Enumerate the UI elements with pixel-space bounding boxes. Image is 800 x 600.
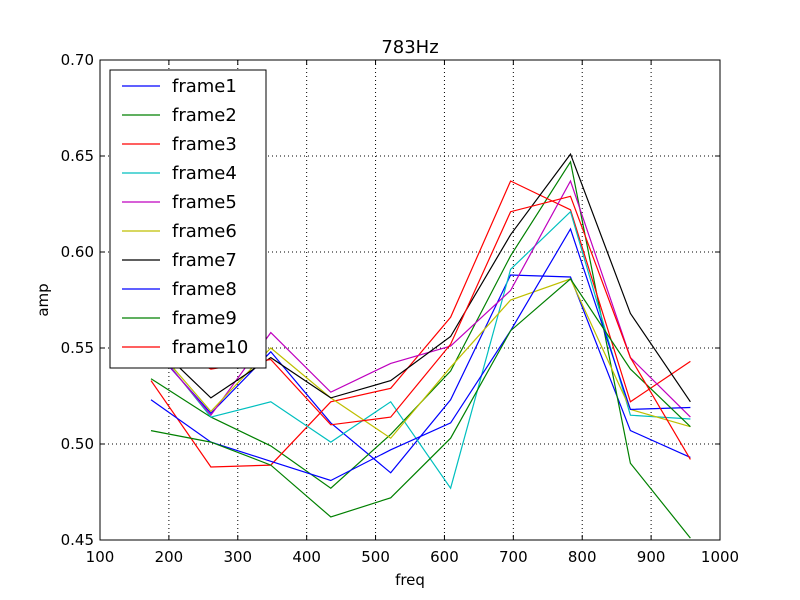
y-tick-label: 0.50	[61, 435, 94, 453]
series-line-frame3	[150, 180, 691, 468]
x-tick-label: 400	[292, 548, 321, 566]
legend-label: frame5	[172, 192, 237, 213]
y-tick-label: 0.45	[61, 531, 94, 549]
series-line-frame4	[150, 210, 691, 490]
y-tick-label: 0.55	[61, 339, 94, 357]
x-tick-label: 300	[223, 548, 252, 566]
y-tick-label: 0.60	[61, 243, 94, 261]
series-line-frame6	[150, 278, 691, 439]
chart-title: 783Hz	[381, 37, 438, 58]
plot-frame	[99, 59, 721, 541]
x-tick-label: 800	[568, 548, 597, 566]
legend-label: frame3	[172, 134, 237, 155]
legend-label: frame8	[172, 279, 237, 300]
legend: frame1 frame2 frame3 frame4 frame5 frame6 fram…	[109, 69, 267, 369]
legend-label: frame7	[172, 250, 237, 271]
series-line-frame9	[150, 278, 691, 518]
series-line-frame8	[150, 227, 691, 482]
series-line-frame7	[150, 152, 691, 403]
x-tick-label: 500	[361, 548, 390, 566]
y-tick-label: 0.65	[61, 147, 94, 165]
x-tick-label: 200	[155, 548, 184, 566]
legend-label: frame10	[172, 337, 248, 358]
x-tick-label: 100	[86, 548, 115, 566]
x-tick-label: 700	[499, 548, 528, 566]
legend-label: frame9	[172, 308, 237, 329]
legend-label: frame4	[172, 163, 237, 184]
legend-label: frame1	[172, 76, 237, 97]
y-tick-label: 0.70	[61, 51, 94, 69]
series-line-frame5	[150, 179, 691, 418]
y-axis-label: amp	[34, 283, 52, 316]
legend-label: frame2	[172, 105, 237, 126]
x-tick-label: 1000	[701, 548, 739, 566]
legend-label: frame6	[172, 221, 237, 242]
x-tick-label: 900	[637, 548, 666, 566]
x-tick-label: 600	[430, 548, 459, 566]
x-axis-label: freq	[395, 571, 425, 589]
